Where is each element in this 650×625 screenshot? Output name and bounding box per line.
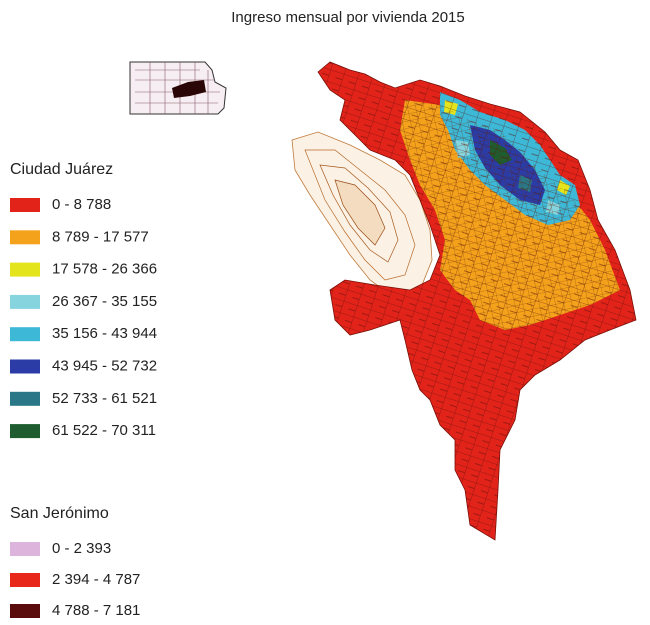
legend-swatch (10, 294, 40, 309)
legend-label: 17 578 - 26 366 (52, 261, 157, 278)
legend-title: Ciudad Juárez (10, 161, 113, 178)
legend-swatch (10, 424, 40, 439)
map-title: Ingreso mensual por vivienda 2015 (231, 9, 464, 26)
legend-label: 8 789 - 17 577 (52, 228, 149, 245)
legend-swatch (10, 391, 40, 406)
legend: Ciudad Juárez 0 - 8 788 8 789 - 17 577 17 5… (10, 161, 157, 619)
legend-label: 35 156 - 43 944 (52, 325, 157, 342)
legend-swatch (10, 262, 40, 277)
legend-title: San Jerónimo (10, 505, 109, 522)
legend-label: 0 - 2 393 (52, 540, 111, 557)
legend-label: 43 945 - 52 732 (52, 357, 157, 374)
legend-label: 4 788 - 7 181 (52, 602, 140, 619)
legend-swatch (10, 230, 40, 245)
legend-swatch (10, 573, 40, 587)
mountain-contours (291, 131, 433, 299)
legend-label: 26 367 - 35 155 (52, 293, 157, 310)
city-polygons (317, 61, 637, 541)
legend-swatch (10, 604, 40, 618)
legend-label: 61 522 - 70 311 (52, 422, 156, 439)
legend-label: 0 - 8 788 (52, 196, 111, 213)
legend-label: 52 733 - 61 521 (52, 390, 157, 407)
legend-label: 2 394 - 4 787 (52, 571, 140, 588)
legend-swatch (10, 542, 40, 556)
legend-swatch (10, 327, 40, 342)
inset-map (129, 61, 227, 115)
legend-swatch (10, 359, 40, 374)
legend-swatch (10, 198, 40, 212)
